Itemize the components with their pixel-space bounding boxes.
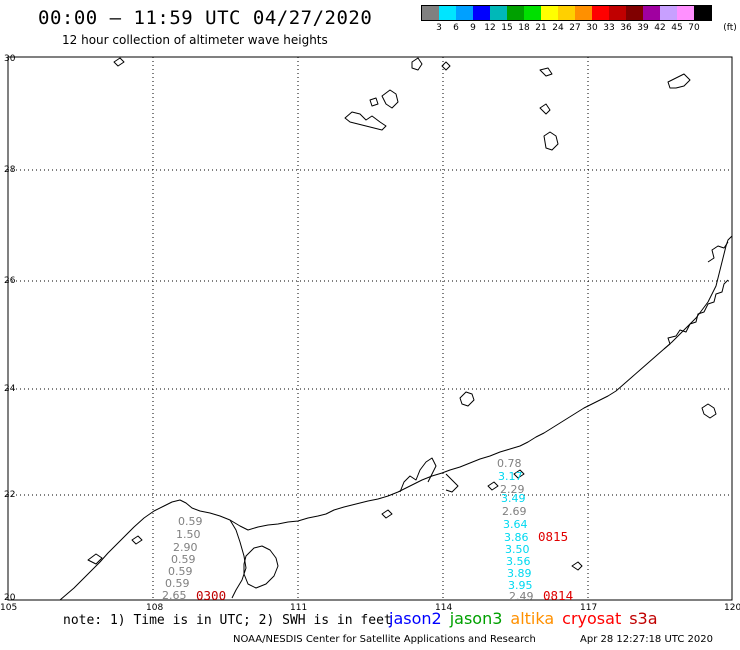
map-frame [7,56,733,601]
legend-swatch [660,6,677,20]
legend-label: 70 [688,23,700,33]
wave-value: 1.50 [176,528,201,541]
legend-label: 42 [654,23,666,33]
pass-time-label: 0814 [543,588,573,603]
satellite-name: cryosat [562,609,622,628]
lon-label: 111 [290,603,307,613]
footer-note: note: 1) Time is in UTC; 2) SWH is in fe… [63,613,392,628]
legend-swatch [626,6,643,20]
color-legend: (ft) 3 6 9 12 15 18 21 24 27 30 33 36 39 42 45 70 [421,5,737,37]
lat-label: 28 [4,165,16,175]
legend-swatch [490,6,507,20]
legend-label: 39 [637,23,649,33]
legend-swatch [694,6,711,20]
wave-value: 2.29 [500,483,525,496]
wave-value: 0.78 [497,457,522,470]
wave-value: 2.69 [502,505,527,518]
grid-lines [8,57,732,600]
wave-value: 3.17 [498,470,523,483]
legend-swatch [575,6,592,20]
legend-swatch [473,6,490,20]
legend-swatch [609,6,626,20]
wave-value: 3.49 [501,492,526,505]
wave-value: 0.59 [165,577,190,590]
track-east: 0.78 3.17 2.29 3.49 2.69 3.64 3.86 3.50 … [497,457,573,603]
legend-swatch [524,6,541,20]
page-title: 00:00 – 11:59 UTC 04/27/2020 [38,7,373,29]
legend-label: 6 [453,23,459,33]
legend-label: 15 [501,23,513,33]
legend-label: 24 [552,23,564,33]
legend-label: 12 [484,23,496,33]
lon-label: 114 [435,603,452,613]
legend-swatch [456,6,473,20]
legend-label: 36 [620,23,632,33]
credit-text: NOAA/NESDIS Center for Satellite Applica… [233,634,536,645]
wave-value: 3.56 [506,555,531,568]
track-west: 0.59 1.50 2.90 0.59 0.59 0.59 2.65 0300 [162,515,226,603]
legend-labels: (ft) 3 6 9 12 15 18 21 24 27 30 33 36 39 42 45 70 [421,23,737,37]
generated-timestamp: Apr 28 12:27:18 UTC 2020 [580,634,713,645]
satellite-name: s3a [629,609,658,628]
wave-value: 3.86 [504,531,529,544]
lat-label: 24 [4,384,16,394]
legend-swatch [439,6,456,20]
legend-swatch [422,6,439,20]
wave-value: 0.59 [171,553,196,566]
wave-value: 2.49 [509,590,534,603]
lat-label: 26 [4,276,16,286]
page-subtitle: 12 hour collection of altimeter wave hei… [62,33,328,47]
satellite-name: altika [510,609,555,628]
legend-label: 33 [603,23,615,33]
wave-value: 0.59 [168,565,193,578]
satellite-name: jason2 [389,609,442,628]
legend-swatch [507,6,524,20]
legend-label: 21 [535,23,547,33]
legend-swatch [541,6,558,20]
wave-value: 3.64 [503,518,528,531]
legend-swatch [677,6,694,20]
satellite-legend: jason2 jason3 altika cryosat s3a [389,609,666,628]
wave-value: 2.90 [173,541,198,554]
legend-swatch [558,6,575,20]
legend-label: 9 [470,23,476,33]
lon-label: 117 [580,603,597,613]
legend-label: 45 [671,23,683,33]
satellite-name: jason3 [449,609,503,628]
legend-unit: (ft) [723,23,737,33]
legend-swatch [643,6,660,20]
legend-label: 27 [569,23,581,33]
wave-value: 3.50 [505,543,530,556]
legend-label: 30 [586,23,598,33]
wave-value: 0.59 [178,515,203,528]
lat-label: 22 [4,490,15,500]
lat-label: 30 [4,54,16,64]
coastline [59,57,733,601]
wave-value: 2.65 [162,589,187,602]
wave-value: 3.89 [507,567,532,580]
legend-swatch [592,6,609,20]
pass-time-label: 0815 [538,529,568,544]
lon-label: 120 [724,603,740,613]
wave-value: 3.95 [508,579,533,592]
legend-label: 3 [436,23,442,33]
lon-label: 105 [0,603,17,613]
lon-label: 108 [146,603,163,613]
lat-label: 20 [4,593,16,603]
pass-time-label: 0300 [196,588,226,603]
legend-swatches [421,5,712,21]
mainland-coastline [59,235,733,601]
legend-label: 18 [518,23,530,33]
